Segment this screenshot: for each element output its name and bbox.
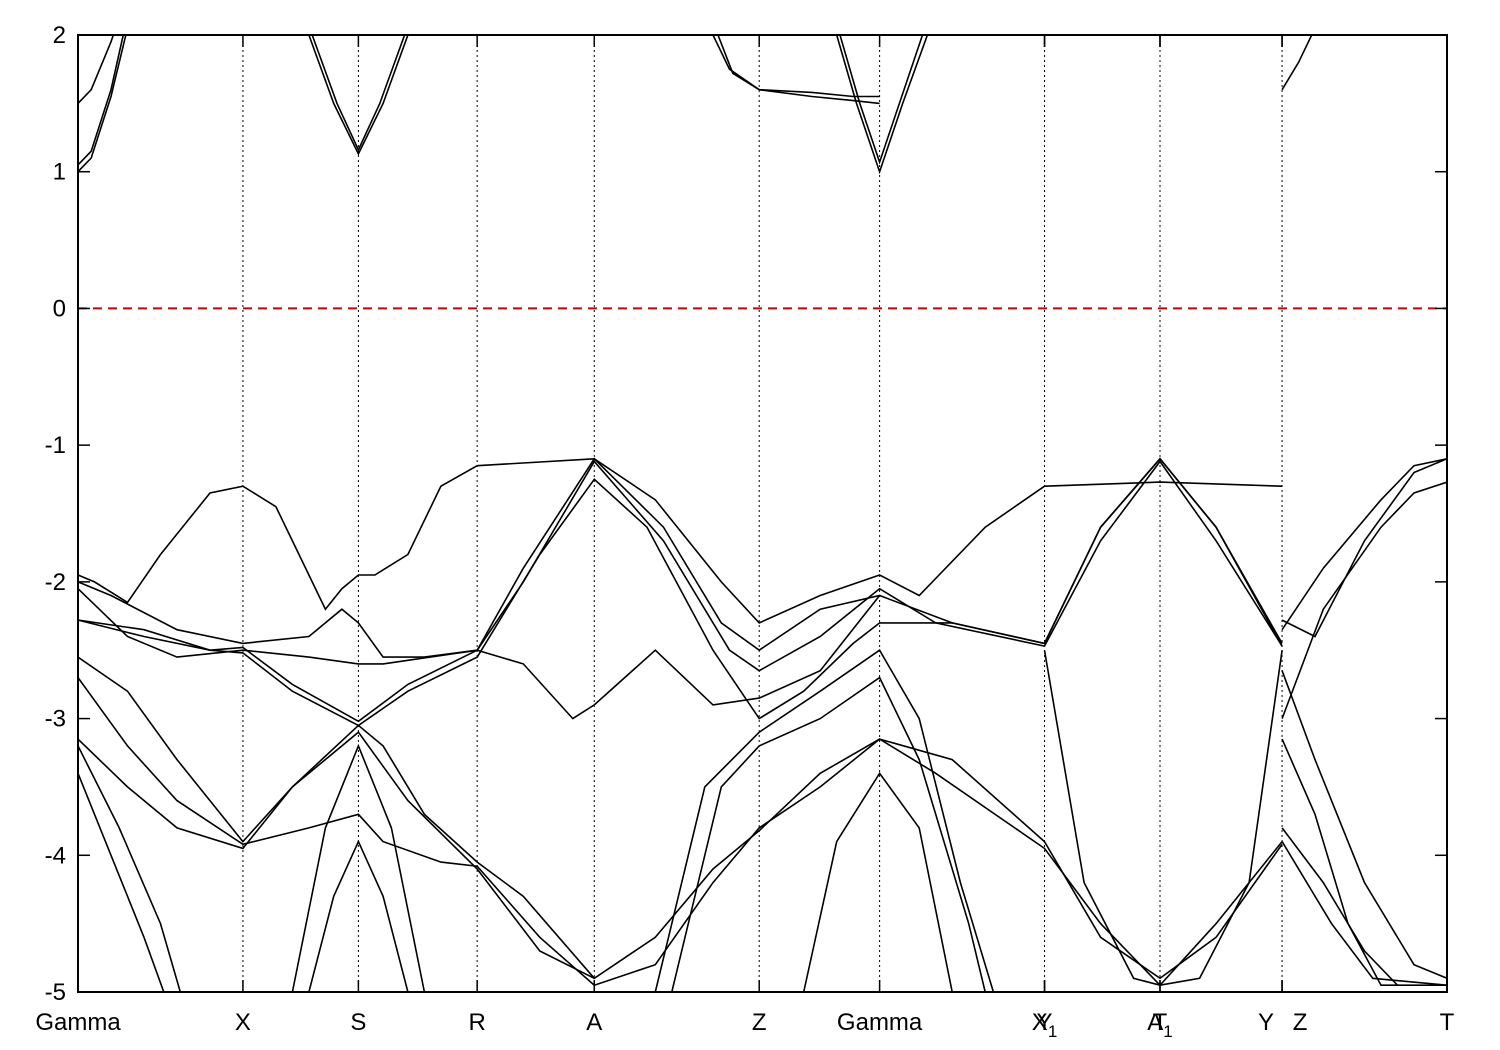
band-line-val-18 — [1281, 458, 1447, 631]
y-tick-label: -2 — [45, 569, 66, 596]
grid-layer — [242, 35, 1283, 992]
band-line-val-14 — [671, 676, 986, 992]
band-line-cond-gamma-3 — [78, 35, 115, 104]
x-tick-label: Y — [1037, 1009, 1053, 1036]
band-line-val-13 — [654, 649, 995, 992]
x-tick-label: Gamma — [35, 1009, 121, 1036]
y-axis: 2 1 0 -1 -2 -3 -4 -5 — [45, 22, 1447, 1006]
band-line-val-22 — [1281, 827, 1399, 986]
x-tick-label: Z — [752, 1009, 767, 1036]
band-line-val-19 — [1281, 481, 1447, 719]
band-line-cond-z-a — [712, 35, 880, 105]
y-tick-label: 0 — [53, 295, 66, 322]
band-line-cond-gamma-1 — [78, 35, 127, 173]
y-tick-label: -5 — [45, 979, 66, 1006]
x-tick-label: X — [235, 1009, 251, 1036]
band-line-val-6 — [78, 656, 1283, 987]
band-line-val-16 — [1043, 650, 1283, 987]
band-line-cond-tz — [1281, 35, 1313, 91]
band-line-val-8 — [78, 731, 595, 980]
band-line-val-20 — [1281, 670, 1447, 980]
band-layer — [78, 35, 1447, 992]
x-tick-subscript: 1 — [1048, 1022, 1057, 1041]
x-tick-label: X1 — [1032, 1009, 1057, 1041]
band-line-val-9 — [78, 745, 182, 992]
y-tick-label: 1 — [53, 159, 66, 186]
x-tick-label: Z — [1293, 1009, 1308, 1036]
band-line-val-10 — [78, 773, 165, 992]
x-tick-label: Y — [1258, 1009, 1274, 1036]
x-tick-label: R — [468, 1009, 485, 1036]
band-line-val-21 — [1281, 738, 1447, 986]
band-line-val-3 — [78, 460, 1283, 672]
y-tick-label: -3 — [45, 706, 66, 733]
x-axis: Gamma X S R A Z Gamma YX1 A1T Y Z T — [35, 35, 1455, 1041]
y-tick-label: 2 — [53, 22, 66, 49]
band-line-cond-gamma2-1 — [835, 35, 929, 175]
band-line-val-5 — [78, 595, 881, 723]
band-line-val-12 — [308, 839, 409, 992]
x-tick-label: S — [350, 1009, 366, 1036]
x-tick-subscript: 1 — [1163, 1022, 1172, 1041]
band-line-cond-gamma2-2 — [839, 35, 924, 165]
x-tick-label: T — [1153, 1009, 1168, 1036]
x-tick-label: A — [586, 1009, 602, 1036]
band-line-val-7 — [78, 677, 1283, 987]
band-line-val-2 — [78, 457, 1283, 658]
y-tick-label: -4 — [45, 842, 66, 869]
band-line-val-17 — [1281, 458, 1447, 638]
band-line-cond-gamma-2 — [78, 35, 125, 166]
band-line-val-15 — [802, 771, 953, 992]
plot-frame — [77, 34, 1448, 993]
band-line-cond-s-1 — [308, 35, 409, 156]
x-tick-label: Gamma — [837, 1009, 923, 1036]
band-line-val-1 — [78, 457, 1283, 624]
band-line-val-23 — [1281, 841, 1447, 986]
band-line-val-4 — [78, 457, 1283, 727]
y-tick-label: -1 — [45, 432, 66, 459]
band-line-val-11 — [291, 743, 426, 992]
x-tick-label: T — [1440, 1009, 1455, 1036]
band-line-cond-s-2 — [311, 35, 406, 152]
